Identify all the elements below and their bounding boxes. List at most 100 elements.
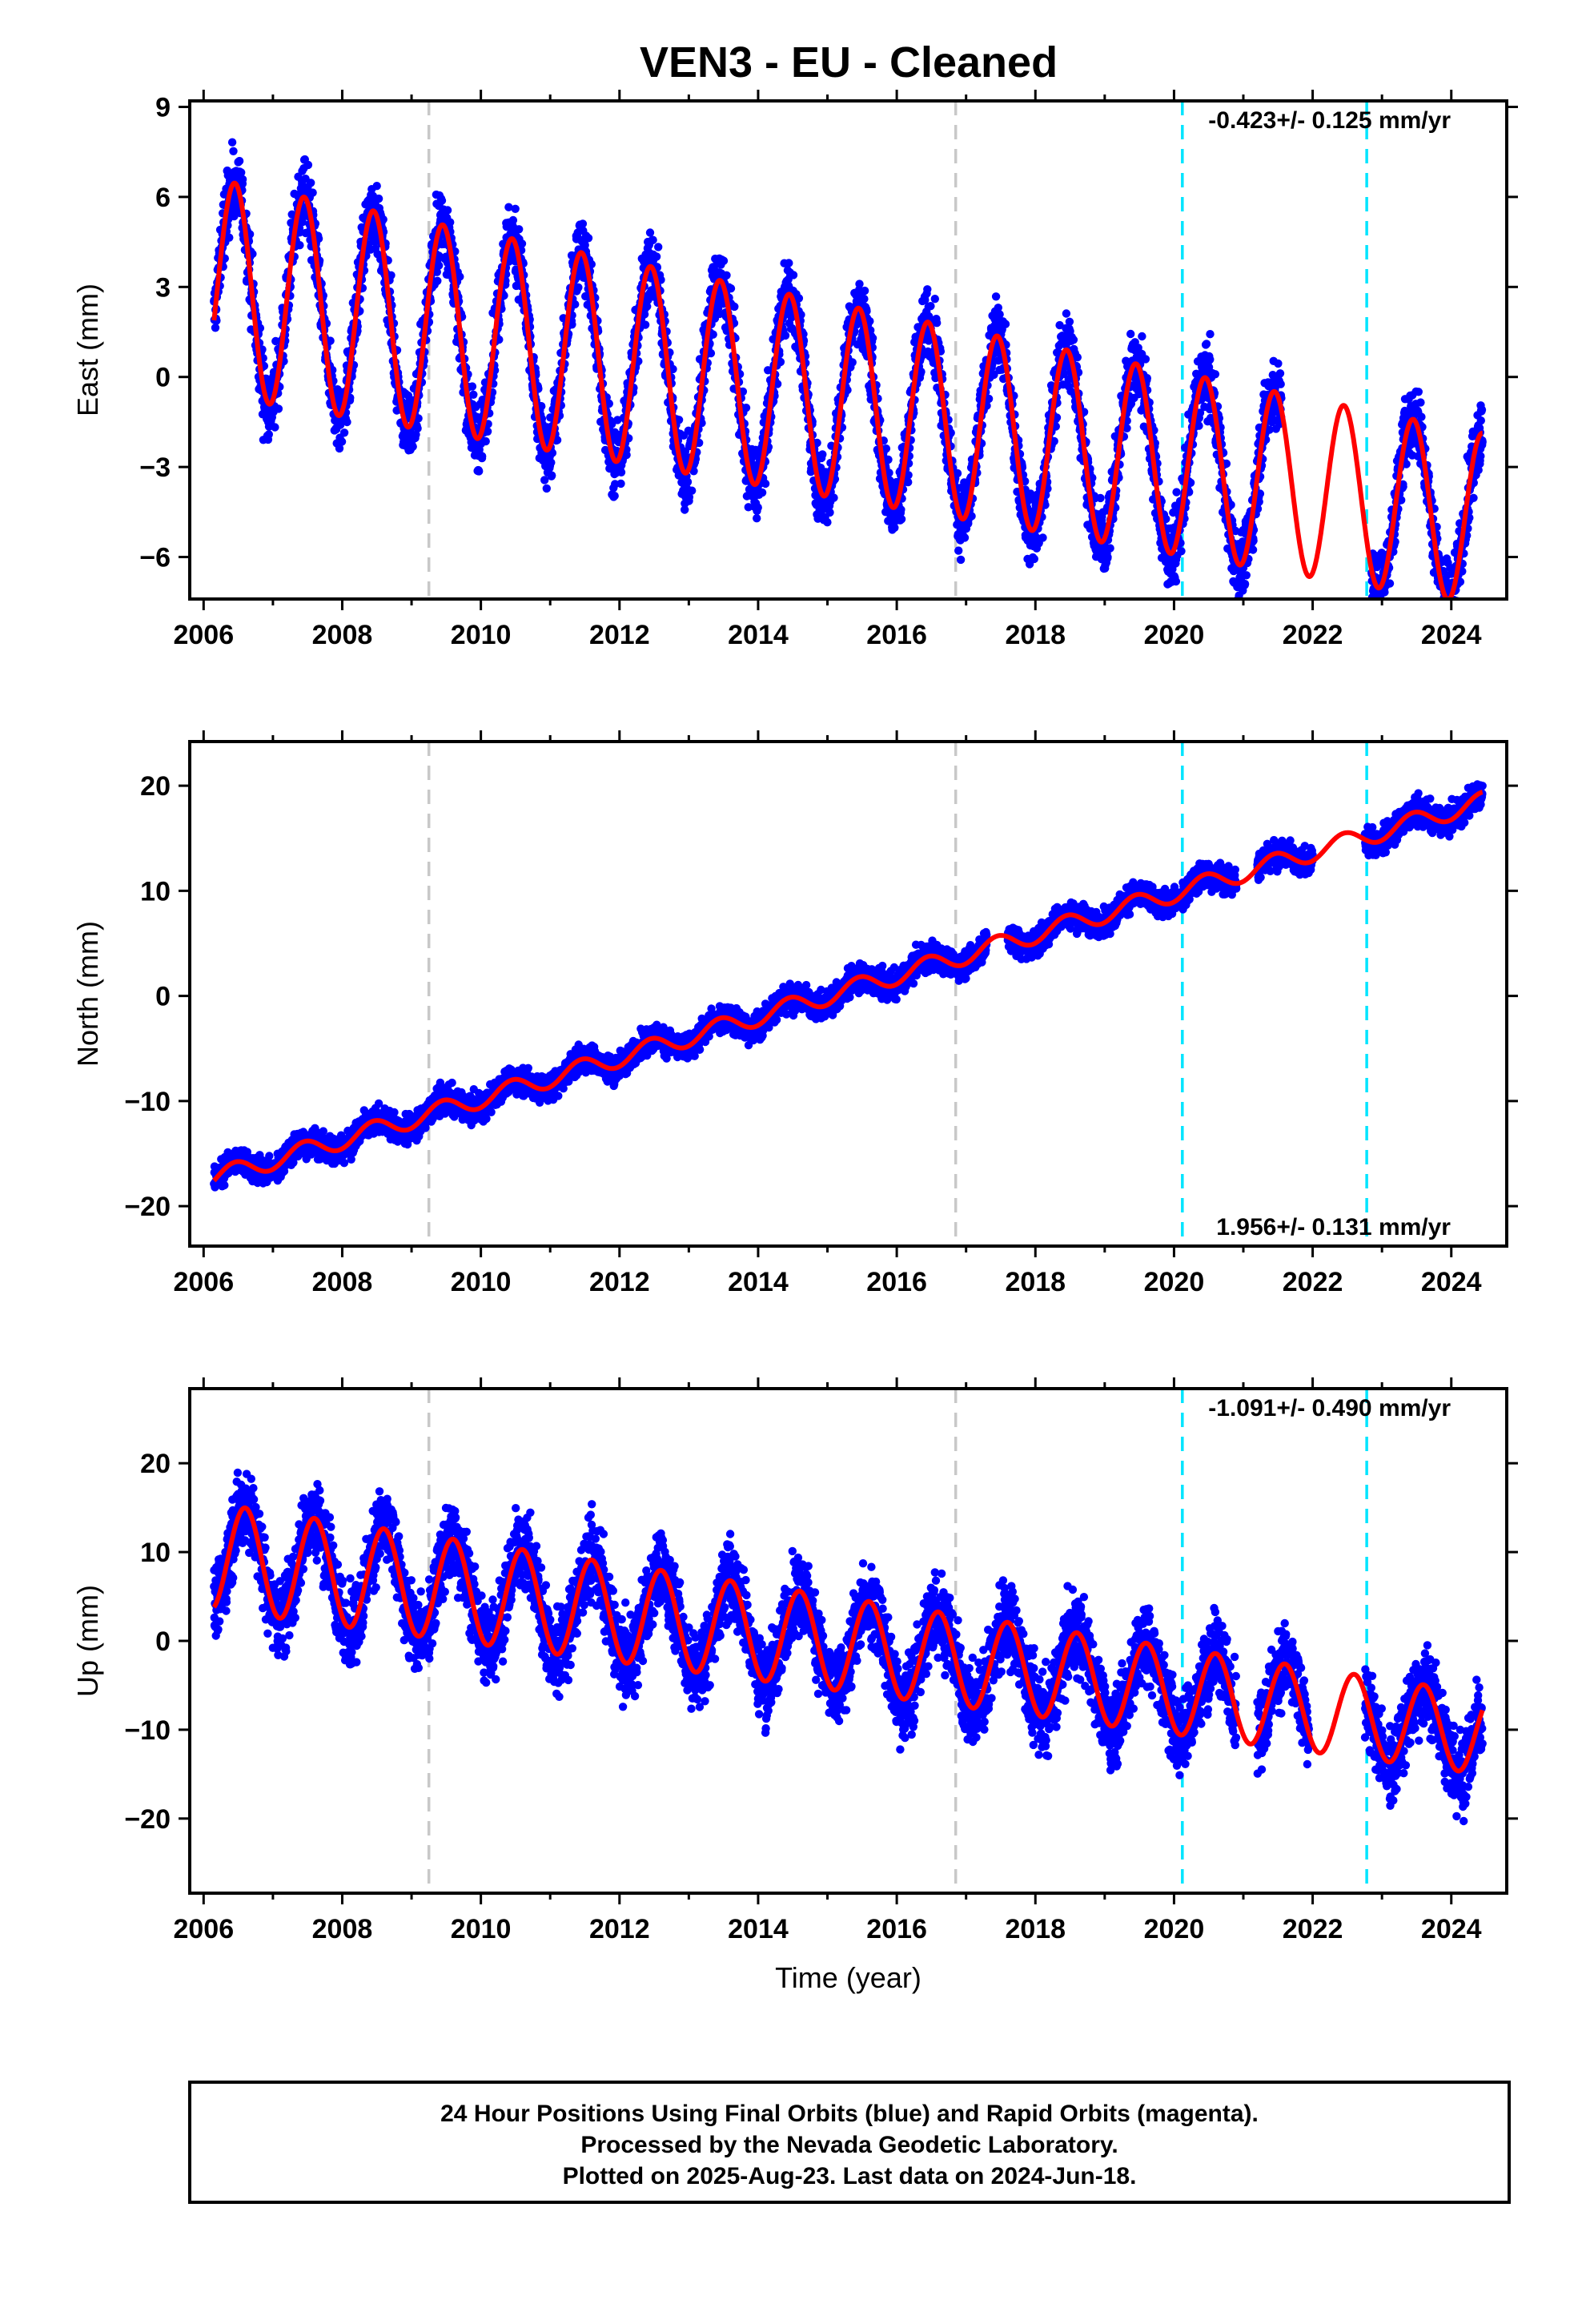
position-point xyxy=(825,508,834,517)
east-panel: 2006 2008 2010 2012 2014 2016 2018 2020 2022 2024… xyxy=(71,90,1518,650)
position-point xyxy=(616,479,625,489)
position-point xyxy=(1195,421,1203,430)
position-point xyxy=(953,468,962,478)
position-point xyxy=(719,256,729,265)
position-point xyxy=(813,438,821,448)
position-point xyxy=(933,319,942,328)
position-point xyxy=(1065,317,1074,326)
position-point xyxy=(776,357,785,367)
position-point xyxy=(1248,545,1258,554)
position-point xyxy=(295,228,304,237)
position-point xyxy=(475,467,484,476)
position-point xyxy=(1276,380,1285,388)
position-point xyxy=(685,493,694,501)
position-point xyxy=(709,330,717,339)
position-point xyxy=(1380,612,1388,620)
position-point xyxy=(542,484,551,493)
figure-title: VEN3 - EU - Cleaned xyxy=(640,38,1058,86)
position-point xyxy=(1106,544,1114,553)
position-point xyxy=(1202,340,1211,348)
position-point xyxy=(326,336,335,345)
position-point xyxy=(1177,547,1186,556)
position-point xyxy=(433,276,442,285)
position-point xyxy=(897,515,906,524)
position-point xyxy=(794,294,804,303)
position-point xyxy=(271,423,279,432)
position-point xyxy=(432,267,441,276)
position-point xyxy=(744,503,753,512)
position-point xyxy=(652,252,661,261)
position-point xyxy=(1211,370,1220,379)
position-point xyxy=(726,284,736,293)
position-point xyxy=(235,156,244,166)
position-point xyxy=(1379,613,1387,621)
position-point xyxy=(303,160,313,170)
position-point xyxy=(483,427,492,436)
position-point xyxy=(1275,369,1285,378)
position-point xyxy=(337,437,347,446)
position-point xyxy=(1038,533,1047,542)
position-point xyxy=(643,302,652,311)
position-point xyxy=(1375,608,1383,616)
position-point xyxy=(613,416,622,424)
position-point xyxy=(504,203,513,211)
position-point xyxy=(437,196,447,205)
position-point xyxy=(274,404,283,413)
position-point xyxy=(238,175,247,184)
position-point xyxy=(855,279,864,288)
position-point xyxy=(548,471,556,480)
position-point xyxy=(584,234,593,243)
position-point xyxy=(478,452,487,460)
position-point xyxy=(884,455,893,464)
position-point xyxy=(295,241,304,250)
position-point xyxy=(387,271,396,279)
position-point xyxy=(654,243,663,251)
position-point xyxy=(1206,330,1215,339)
position-point xyxy=(1242,571,1251,580)
position-point xyxy=(681,505,689,514)
position-point xyxy=(307,179,315,187)
position-point xyxy=(785,259,793,267)
position-point xyxy=(648,235,657,244)
position-point xyxy=(1001,320,1010,328)
position-point xyxy=(683,477,693,486)
position-point xyxy=(574,283,583,292)
position-point xyxy=(456,272,464,281)
position-point xyxy=(412,430,420,439)
position-point xyxy=(540,476,549,485)
position-point xyxy=(645,228,655,237)
position-point xyxy=(568,320,576,329)
position-point xyxy=(689,467,698,476)
position-point xyxy=(818,450,827,459)
position-point xyxy=(1062,309,1071,318)
position-point xyxy=(408,442,417,451)
position-point xyxy=(1171,577,1181,586)
position-point xyxy=(1375,622,1383,630)
position-point xyxy=(571,300,580,309)
position-point xyxy=(335,444,344,453)
position-point xyxy=(954,546,963,555)
position-point xyxy=(1376,601,1384,609)
position-point xyxy=(227,138,237,147)
position-point xyxy=(923,285,932,294)
position-point xyxy=(1126,329,1135,339)
position-point xyxy=(264,430,273,439)
position-point xyxy=(706,348,716,358)
position-point xyxy=(956,555,966,565)
position-point xyxy=(1373,605,1381,613)
position-point xyxy=(511,204,520,213)
position-point xyxy=(443,206,452,215)
position-point xyxy=(789,271,798,279)
position-point xyxy=(547,458,556,467)
position-point xyxy=(211,324,220,332)
position-point xyxy=(225,233,234,242)
position-point xyxy=(237,168,246,177)
position-point xyxy=(468,382,477,391)
position-point xyxy=(607,420,616,428)
position-point xyxy=(604,399,613,408)
position-point xyxy=(372,182,381,191)
position-point xyxy=(610,492,619,501)
position-point xyxy=(308,188,317,197)
position-point xyxy=(930,295,940,304)
